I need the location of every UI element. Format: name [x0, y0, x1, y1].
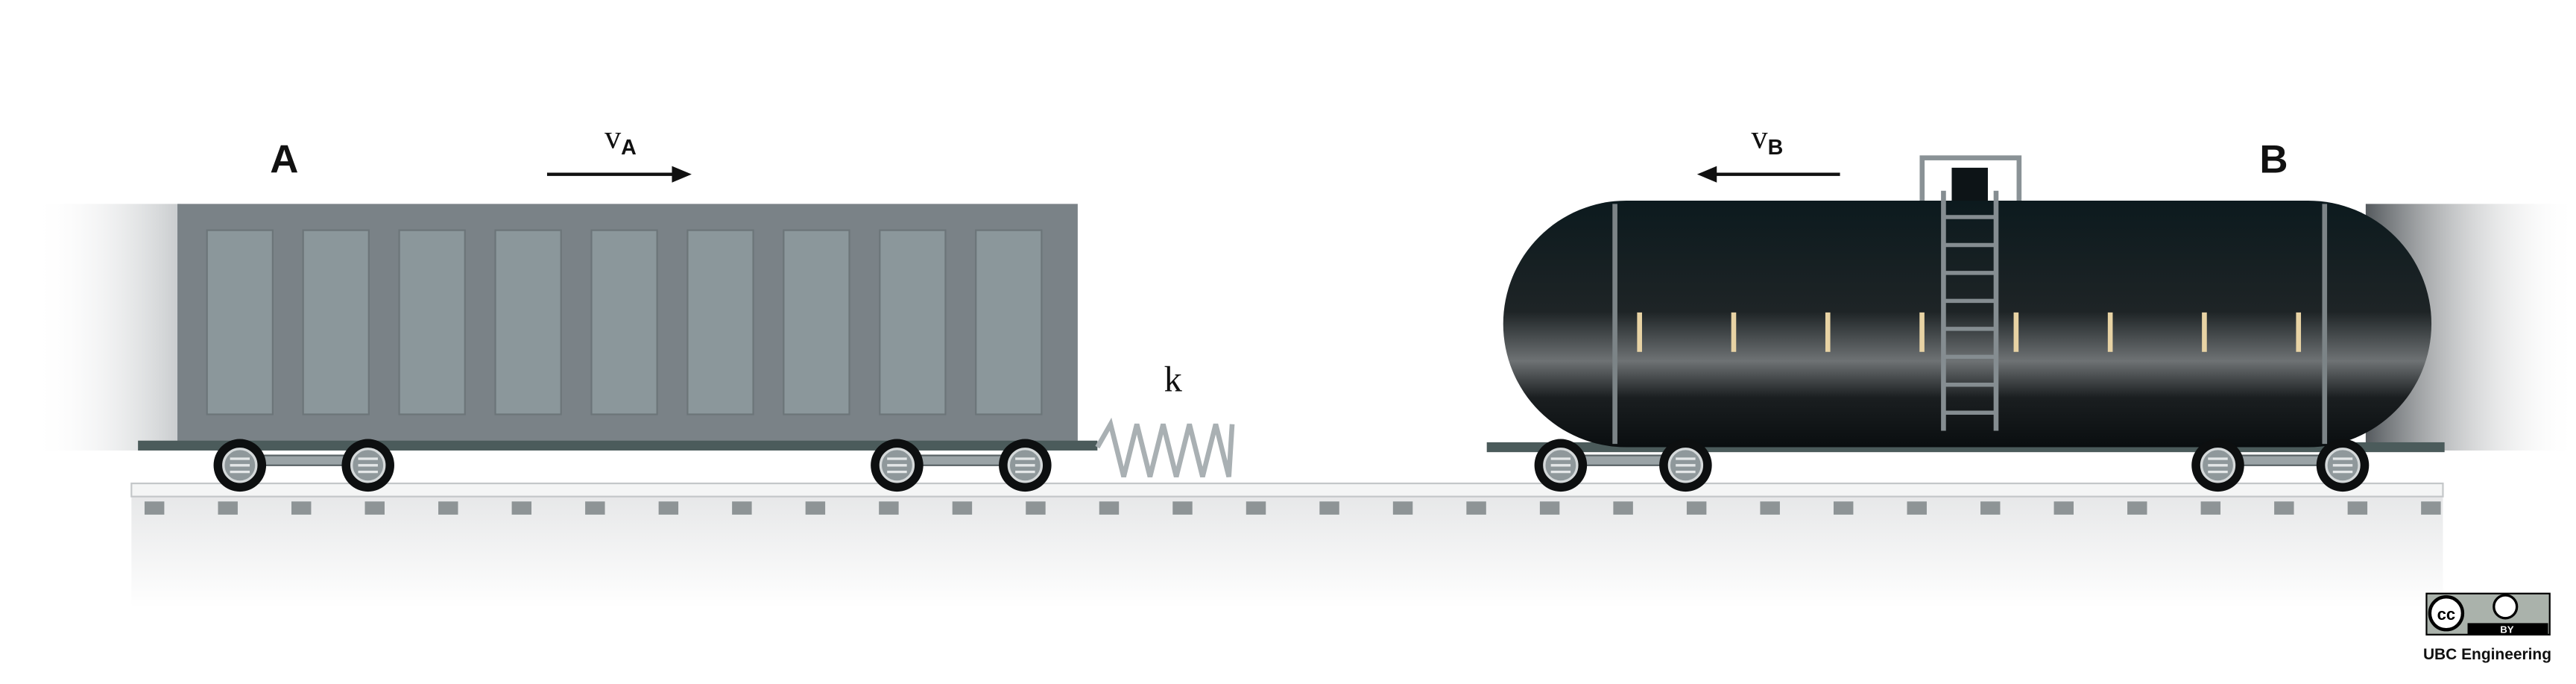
tank-body [1503, 200, 2432, 448]
tank-hatch [1951, 167, 1988, 204]
tie [1980, 501, 2001, 515]
tie [2127, 501, 2147, 515]
tie [2053, 501, 2074, 515]
tie [2347, 501, 2368, 515]
tie [1246, 501, 1266, 515]
car-label: B [2259, 137, 2288, 181]
motion-fade [33, 204, 181, 451]
cc-logo [2428, 594, 2465, 632]
tie [658, 501, 679, 515]
boxcar-panels [206, 229, 1043, 415]
tie [1539, 501, 1560, 515]
badge-strip [2467, 623, 2548, 635]
tie [1026, 501, 1046, 515]
velocity-subscript: A [621, 136, 637, 160]
rail [130, 482, 2444, 498]
by-icon [2493, 594, 2519, 620]
wheels [213, 439, 2370, 492]
tie [1613, 501, 1633, 515]
velocity-subscript: B [1768, 136, 1784, 160]
arrow-head [672, 166, 692, 183]
panel [879, 229, 947, 415]
ladder [1941, 190, 1999, 431]
tie [1319, 501, 1339, 515]
tank-marks [1637, 312, 2302, 352]
velocity-symbol: v [1752, 119, 1769, 155]
panel [398, 229, 466, 415]
tie [1466, 501, 1486, 515]
panel [494, 229, 562, 415]
tie [2200, 501, 2221, 515]
panel [975, 229, 1043, 415]
tie [364, 501, 385, 515]
panel [590, 229, 658, 415]
ties [144, 501, 2441, 515]
spring [1095, 417, 1235, 478]
tie [805, 501, 826, 515]
tie [218, 501, 238, 515]
tie [2421, 501, 2441, 515]
tie [1686, 501, 1707, 515]
tie [511, 501, 532, 515]
velocity-symbol: v [604, 119, 622, 155]
credit: UBC Engineering [2423, 646, 2551, 663]
tie [952, 501, 973, 515]
tie [1907, 501, 1927, 515]
tie [732, 501, 752, 515]
arrow-head [1696, 166, 1717, 183]
tie [1833, 501, 1854, 515]
panel [206, 229, 274, 415]
velocity-label: vB [1752, 119, 1784, 160]
spring-label: k [1164, 360, 1183, 400]
tie [2274, 501, 2294, 515]
car-frame [138, 440, 1098, 451]
tie [1099, 501, 1120, 515]
tie [585, 501, 605, 515]
by-text: BY [2500, 624, 2514, 636]
ground [131, 493, 2443, 609]
cc-text: cc [2437, 605, 2456, 624]
panel [302, 229, 370, 415]
tie [438, 501, 458, 515]
panel [783, 229, 850, 415]
velocity-label: vA [604, 119, 637, 160]
tie [144, 501, 165, 515]
tie [879, 501, 899, 515]
panel [686, 229, 754, 415]
tie [1172, 501, 1193, 515]
tie [1760, 501, 1780, 515]
tie [291, 501, 312, 515]
car-label: A [270, 137, 298, 181]
tie [1392, 501, 1413, 515]
